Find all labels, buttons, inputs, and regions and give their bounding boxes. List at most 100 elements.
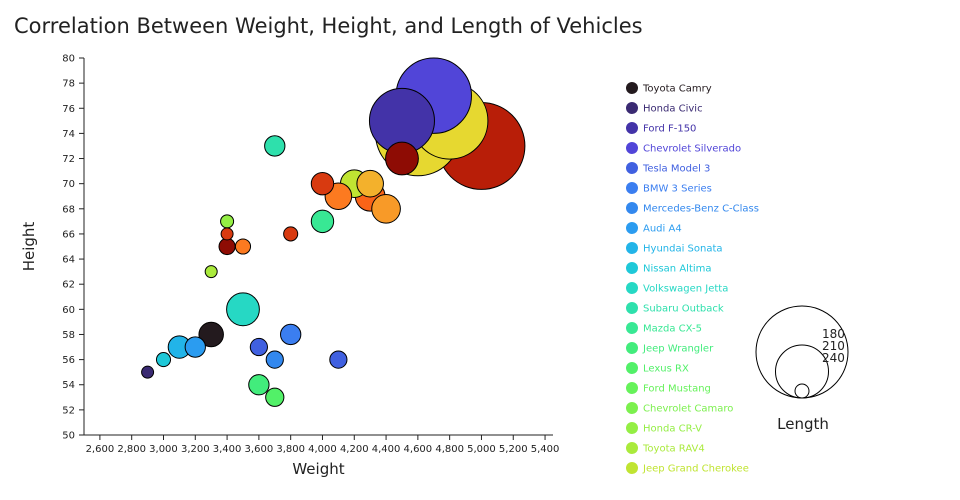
y-tick-label: 66: [62, 229, 75, 240]
data-point: [371, 193, 401, 224]
legend-label[interactable]: Tesla Model 3: [642, 164, 710, 175]
data-point: [265, 387, 285, 407]
x-tick-label: 3,400: [213, 444, 242, 455]
y-tick-label: 64: [62, 255, 75, 266]
x-tick-label: 2,600: [86, 444, 115, 455]
legend-label[interactable]: Chevrolet Camaro: [643, 404, 733, 415]
legend-label[interactable]: Subaru Outback: [643, 304, 724, 315]
legend-label[interactable]: Honda Civic: [643, 104, 703, 115]
legend-marker: [626, 202, 638, 214]
x-tick-label: 4,000: [308, 444, 337, 455]
data-point: [204, 265, 218, 279]
y-tick-label: 70: [62, 179, 75, 190]
legend-marker: [626, 462, 638, 474]
size-legend-label: 210: [822, 339, 845, 353]
x-tick-label: 3,800: [276, 444, 305, 455]
legend-marker: [626, 82, 638, 94]
data-point: [218, 237, 236, 256]
data-point: [220, 227, 234, 241]
y-tick-label: 74: [62, 129, 75, 140]
data-point: [310, 209, 335, 234]
legend-marker: [626, 162, 638, 174]
chart-title: Correlation Between Weight, Height, and …: [14, 14, 643, 38]
size-legend-title: Length: [777, 415, 829, 433]
legend-marker: [626, 122, 638, 134]
y-tick-label: 56: [62, 355, 75, 366]
x-tick-label: 4,200: [340, 444, 369, 455]
data-point: [264, 135, 286, 157]
y-tick-label: 52: [62, 405, 75, 416]
data-point: [220, 214, 235, 229]
legend-label[interactable]: BMW 3 Series: [643, 184, 712, 195]
x-tick-label: 5,400: [531, 444, 560, 455]
data-point: [283, 226, 299, 242]
legend-label[interactable]: Ford F-150: [643, 124, 696, 135]
legend-marker: [626, 262, 638, 274]
legend-marker: [626, 182, 638, 194]
legend-label[interactable]: Jeep Wrangler: [642, 344, 714, 355]
data-point: [310, 171, 335, 196]
y-tick-label: 60: [62, 305, 75, 316]
x-tick-label: 5,200: [499, 444, 528, 455]
data-point: [184, 336, 206, 358]
legend-label[interactable]: Chevrolet Silverado: [643, 144, 741, 155]
data-point: [356, 169, 384, 198]
y-tick-label: 68: [62, 204, 75, 215]
data-point: [141, 365, 155, 379]
legend-marker: [626, 342, 638, 354]
legend-marker: [626, 102, 638, 114]
legend-label[interactable]: Volkswagen Jetta: [643, 284, 728, 295]
size-legend-circle: [775, 344, 829, 399]
legend-marker: [626, 382, 638, 394]
y-tick-label: 76: [62, 104, 75, 115]
legend-marker: [626, 362, 638, 374]
legend-label[interactable]: Mazda CX-5: [643, 324, 702, 335]
legend-marker: [626, 322, 638, 334]
x-tick-label: 3,200: [181, 444, 210, 455]
data-point: [198, 321, 224, 348]
x-tick-label: 3,600: [245, 444, 274, 455]
y-tick-label: 58: [62, 330, 75, 341]
data-point: [249, 337, 268, 357]
legend-marker: [626, 422, 638, 434]
legend-marker: [626, 282, 638, 294]
size-legend-circle: [794, 383, 810, 399]
legend-label[interactable]: Lexus RX: [643, 364, 689, 375]
y-tick-label: 62: [62, 280, 75, 291]
legend-label[interactable]: Honda CR-V: [643, 424, 702, 435]
data-point: [248, 374, 270, 396]
y-tick-label: 50: [62, 431, 75, 442]
legend-label[interactable]: Nissan Altima: [643, 264, 712, 275]
y-tick-label: 54: [62, 380, 75, 391]
data-point: [385, 141, 419, 176]
legend-label[interactable]: Ford Mustang: [643, 384, 711, 395]
y-tick-label: 78: [62, 79, 75, 90]
data-point: [234, 238, 252, 255]
legend[interactable]: Toyota Camry Honda Civic Ford F-150 Chevrol…: [626, 82, 759, 475]
data-point: [226, 292, 260, 327]
legend-label[interactable]: Audi A4: [643, 224, 682, 235]
x-tick-label: 4,600: [404, 444, 433, 455]
legend-label[interactable]: Hyundai Sonata: [643, 244, 723, 255]
legend-marker: [626, 442, 638, 454]
legend-marker: [626, 302, 638, 314]
data-point: [280, 323, 302, 346]
size-legend-label: 180: [822, 327, 845, 341]
x-axis-title: Weight: [292, 460, 344, 478]
legend-label[interactable]: Toyota Camry: [642, 84, 712, 95]
legend-label[interactable]: Toyota RAV4: [642, 444, 705, 455]
legend-marker: [626, 222, 638, 234]
data-point: [265, 350, 284, 369]
x-tick-label: 5,000: [467, 444, 496, 455]
x-tick-label: 3,000: [149, 444, 178, 455]
legend-label[interactable]: Jeep Grand Cherokee: [642, 464, 749, 475]
legend-label[interactable]: Mercedes-Benz C-Class: [643, 204, 759, 215]
legend-marker: [626, 142, 638, 154]
y-tick-label: 80: [62, 54, 75, 65]
legend-marker: [626, 402, 638, 414]
legend-marker: [626, 242, 638, 254]
y-axis-title: Height: [20, 222, 38, 272]
size-legend-label: 240: [822, 351, 845, 365]
y-axis: 50 52 54 56 58 60 62 64 66 68 70 72 74 76 78 80: [62, 54, 85, 442]
